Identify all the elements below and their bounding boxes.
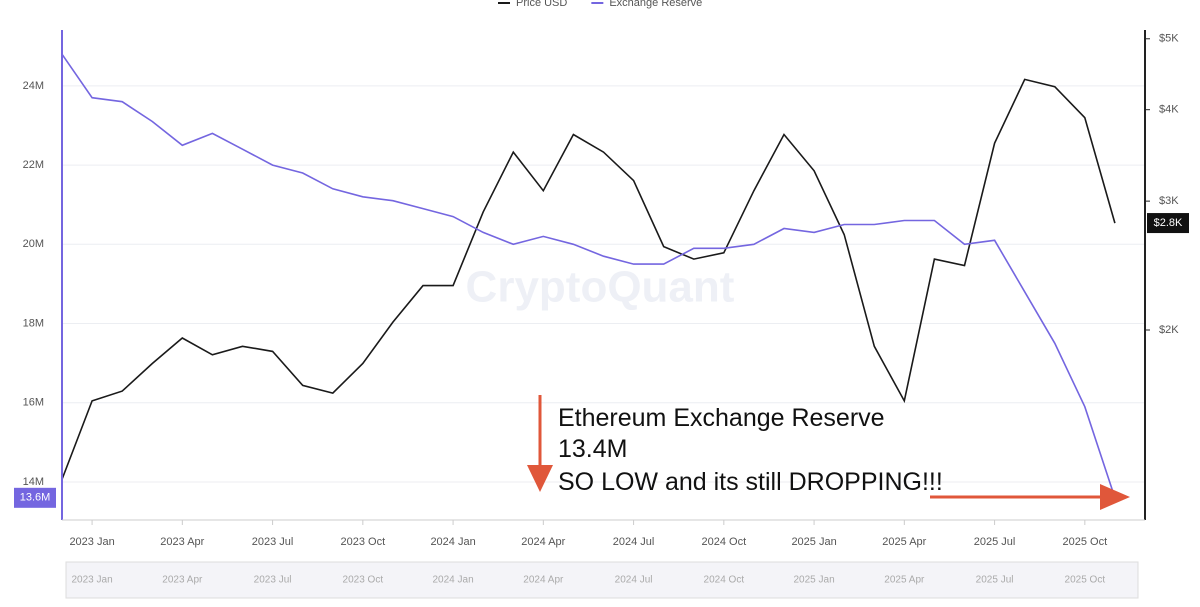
navigator-label: 2024 Jul [615,575,653,586]
end-badge [1147,213,1189,234]
y-tick-label: 22M [23,159,44,171]
arrow-head [527,465,553,492]
series-line [61,53,1116,499]
y2-tick-label: $2K [1159,324,1179,336]
x-tick-label: 2024 Jan [430,536,475,548]
navigator-label: 2025 Jul [976,575,1014,586]
x-tick-label: 2025 Jan [791,536,836,548]
series-line [61,78,1116,480]
y-tick-label: 24M [23,80,44,92]
navigator-label: 2023 Apr [162,575,203,586]
navigator-label: 2025 Jan [794,575,835,586]
x-tick-label: 2023 Apr [160,536,204,548]
end-badge [14,487,56,508]
navigator-label: 2024 Apr [523,575,564,586]
navigator-label: 2023 Jul [254,575,292,586]
legend-label: Exchange Reserve [609,0,702,9]
y2-tick-label: $4K [1159,104,1179,116]
x-tick-label: 2024 Jul [613,536,655,548]
y-tick-label: 18M [23,317,44,329]
navigator-label: 2025 Oct [1065,575,1106,586]
y-tick-label: 14M [23,476,44,488]
x-tick-label: 2025 Apr [882,536,926,548]
x-tick-label: 2024 Oct [702,536,747,548]
x-tick-label: 2025 Jul [974,536,1016,548]
arrow-head [1100,484,1130,510]
x-tick-label: 2023 Oct [341,536,386,548]
annotation: 13.4M [558,435,627,463]
navigator-label: 2025 Apr [884,575,925,586]
y2-tick-label: $3K [1159,195,1179,207]
y-tick-label: 20M [23,238,44,250]
x-tick-label: 2023 Jan [69,536,114,548]
x-tick-label: 2024 Apr [521,536,565,548]
navigator-label: 2024 Jan [433,575,474,586]
x-tick-label: 2025 Oct [1063,536,1108,548]
navigator-label: 2024 Oct [704,575,745,586]
y-tick-label: 16M [23,397,44,409]
navigator[interactable] [65,561,1139,599]
annotation: SO LOW and its still DROPPING!!! [558,468,943,496]
plot [61,53,1145,499]
end-label: $2.8K [1154,217,1183,229]
y2-tick-label: $5K [1159,33,1179,45]
navigator-label: 2023 Jan [72,575,113,586]
legend-label: Price USD [516,0,567,9]
x-tick-label: 2023 Jul [252,536,294,548]
watermark: CryptoQuant [466,263,735,312]
end-label: 13.6M [20,492,51,504]
annotation: Ethereum Exchange Reserve [558,404,885,432]
navigator-label: 2023 Oct [343,575,384,586]
